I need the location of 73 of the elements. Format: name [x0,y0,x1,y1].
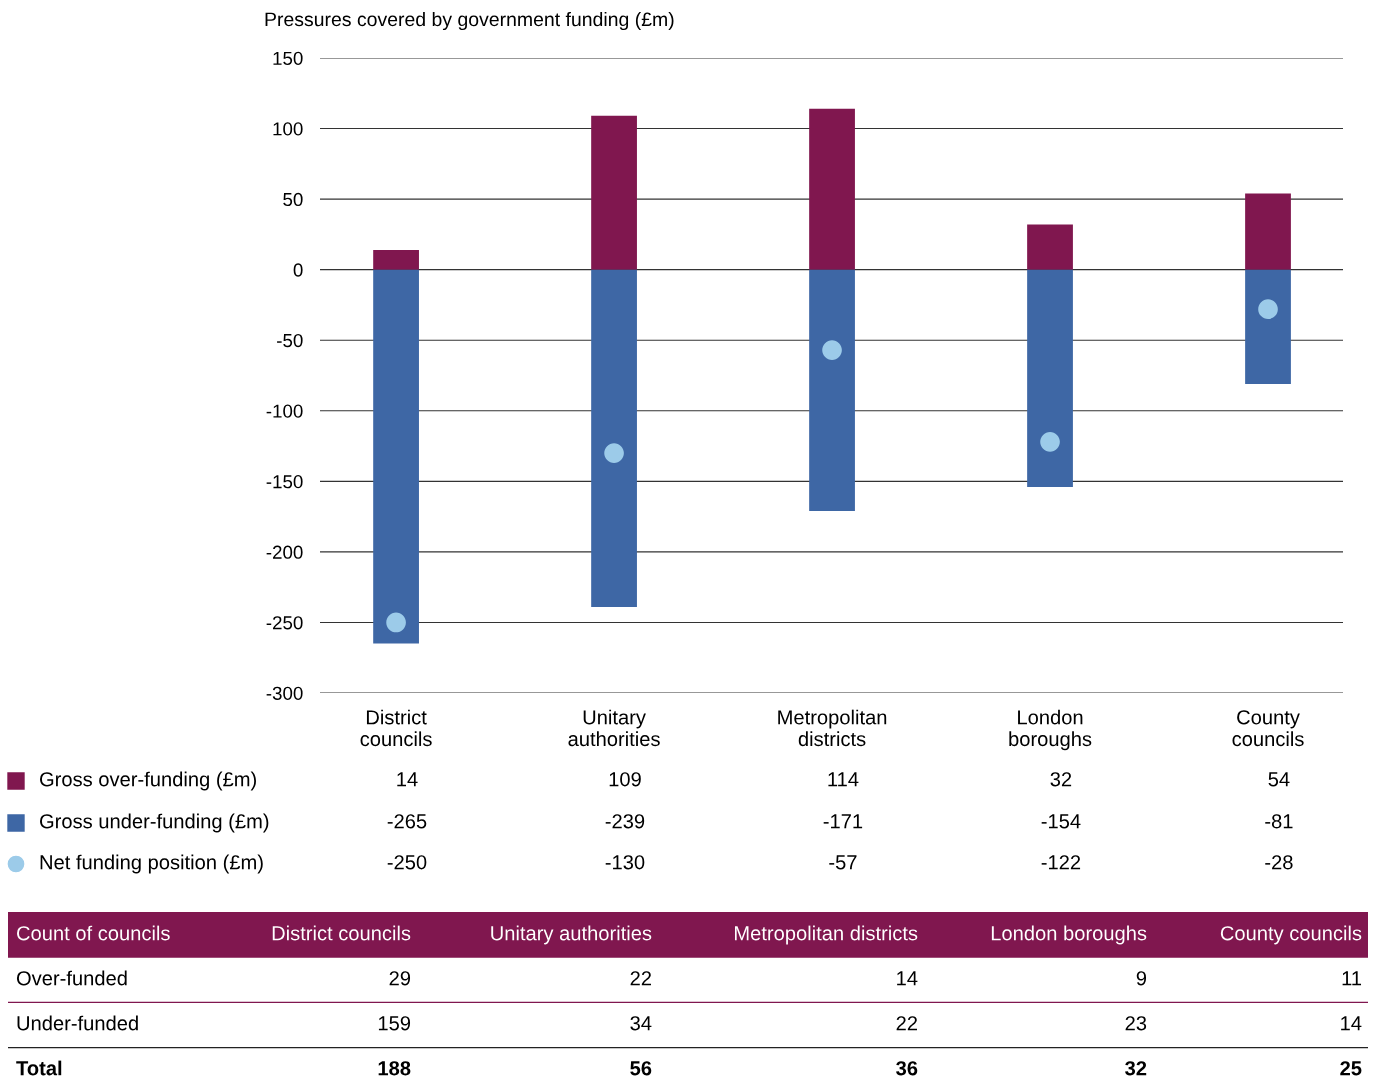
category-label: Metropolitan districts [734,925,918,945]
data-label: -130 [605,855,645,870]
y-tick-label: -50 [277,333,303,348]
y-tick-label: 50 [283,192,303,207]
legend-label: Net funding position (£m) [40,854,263,874]
data-label: 22 [896,1016,917,1031]
x-tick-label: County councils [1232,710,1304,747]
data-label: 9 [1136,971,1147,986]
data-label: -239 [605,814,645,829]
data-label: 14 [397,772,418,787]
data-label: 188 [378,1061,411,1076]
point [822,340,842,360]
x-tick-label: London boroughs [1009,709,1092,751]
data-label: 32 [1050,772,1072,787]
y-tick-label: 100 [273,122,303,136]
data-label: 34 [630,1016,652,1031]
bar [1027,224,1073,270]
x-tick-label: Unitary authorities [568,709,660,747]
bar [591,115,637,270]
bar [809,108,855,270]
data-label: 22 [630,971,651,986]
bar [373,249,419,270]
data-label: 25 [1340,1061,1362,1076]
data-label: 32 [1125,1061,1147,1076]
bar [591,269,637,607]
data-label: 14 [897,971,918,986]
data-label: -250 [387,855,427,870]
data-label: -122 [1041,855,1081,870]
data-label: 14 [1341,1016,1362,1031]
point [386,612,406,633]
bar [809,269,855,511]
data-label: 109 [609,772,641,787]
y-tick-label: -200 [266,545,303,559]
y-tick-label: -150 [266,475,303,489]
data-label: -154 [1041,814,1081,829]
text: Total [16,1060,62,1076]
category-label: District councils [272,925,411,941]
bar [1245,269,1291,384]
data-label: 114 [828,772,859,787]
y-tick-label: -250 [266,616,303,630]
category-label: Unitary authorities [491,925,652,945]
text: Over-funded [16,970,127,986]
data-label: -28 [1265,855,1293,870]
category-label: County councils [1220,925,1362,945]
x-tick-label: Metropolitan districts [778,709,887,747]
legend-label: Gross under-funding (£m) [40,813,269,833]
x-tick-label: District councils [360,709,432,747]
point [1040,432,1060,452]
y-tick-label: 0 [293,263,303,277]
bar [1245,193,1291,270]
data-label: 11 [1342,971,1362,986]
y-tick-label: -300 [266,686,303,700]
text: Under-funded [17,1015,138,1031]
data-label: -81 [1265,814,1293,829]
data-label: 54 [1268,772,1290,787]
data-label: 23 [1125,1016,1147,1031]
data-label: 159 [378,1016,411,1031]
data-label: -265 [387,814,427,829]
y-axis-title: Pressures covered by government funding (£m) [265,11,674,31]
data-label: -57 [829,855,857,870]
point [604,443,624,463]
data-label: 56 [630,1061,652,1076]
y-tick-label: -100 [266,404,303,418]
bar [1027,269,1073,487]
legend-label: Gross over-funding (£m) [40,771,256,791]
text: Count of councils [17,925,170,941]
category-label: London boroughs [991,925,1147,945]
bar [373,269,419,644]
y-tick-label: 150 [273,51,303,65]
data-label: -171 [823,814,863,829]
data-label: 29 [389,971,411,986]
point [1258,299,1278,319]
data-label: 36 [896,1061,918,1076]
